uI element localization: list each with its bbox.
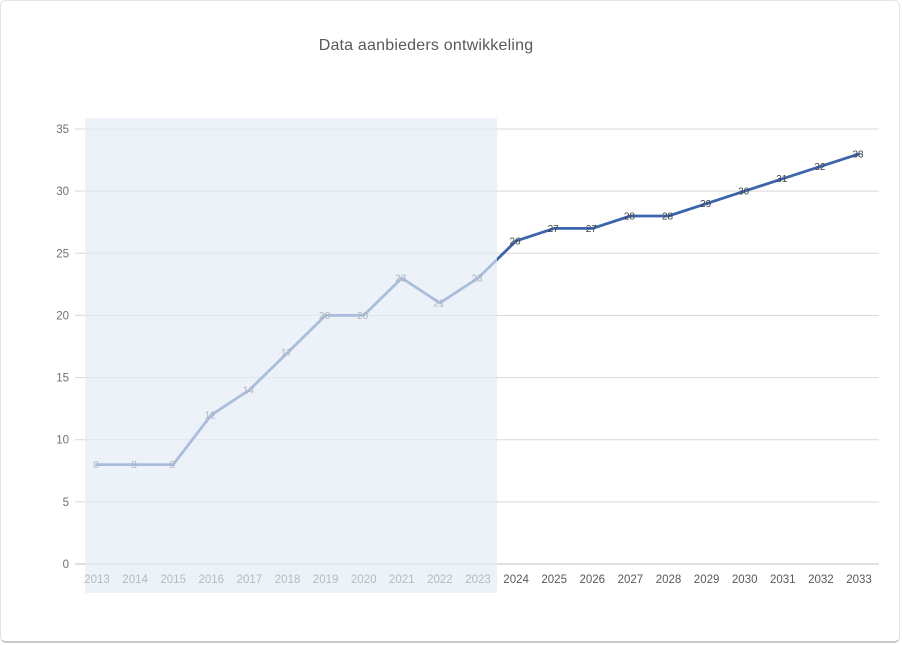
y-axis-tick-label: 10 xyxy=(56,435,69,447)
y-axis-tick-label: 25 xyxy=(56,248,69,260)
x-axis-tick-label: 2032 xyxy=(808,574,834,586)
data-point-label: 32 xyxy=(814,162,826,173)
historical-period-overlay xyxy=(85,118,498,593)
data-point-label: 28 xyxy=(624,212,636,223)
data-point-label: 31 xyxy=(776,174,788,185)
x-axis-tick-label: 2033 xyxy=(846,574,872,586)
y-axis-tick-label: 15 xyxy=(56,373,69,385)
y-axis-tick-label: 30 xyxy=(56,186,69,198)
x-axis-tick-label: 2031 xyxy=(770,574,796,586)
y-axis-tick-label: 5 xyxy=(63,497,69,509)
x-axis-tick-label: 2027 xyxy=(618,574,644,586)
x-axis-tick-label: 2024 xyxy=(503,574,529,586)
x-axis-tick-label: 2025 xyxy=(541,574,567,586)
data-point-label: 33 xyxy=(852,149,864,160)
data-point-label: 27 xyxy=(548,224,560,235)
y-axis-tick-label: 35 xyxy=(56,124,69,136)
x-axis-tick-label: 2026 xyxy=(580,574,606,586)
data-point-label: 28 xyxy=(662,212,674,223)
data-point-label: 29 xyxy=(700,199,712,210)
chart-title: Data aanbieders ontwikkeling xyxy=(318,37,534,54)
y-axis-tick-label: 20 xyxy=(56,310,69,322)
data-point-label: 26 xyxy=(510,236,522,247)
data-point-label: 30 xyxy=(738,187,750,198)
data-point-label: 27 xyxy=(586,224,598,235)
y-axis-tick-label: 0 xyxy=(63,559,69,571)
x-axis-tick-label: 2030 xyxy=(732,574,758,586)
x-axis-tick-label: 2029 xyxy=(694,574,720,586)
x-axis-tick-label: 2028 xyxy=(656,574,682,586)
